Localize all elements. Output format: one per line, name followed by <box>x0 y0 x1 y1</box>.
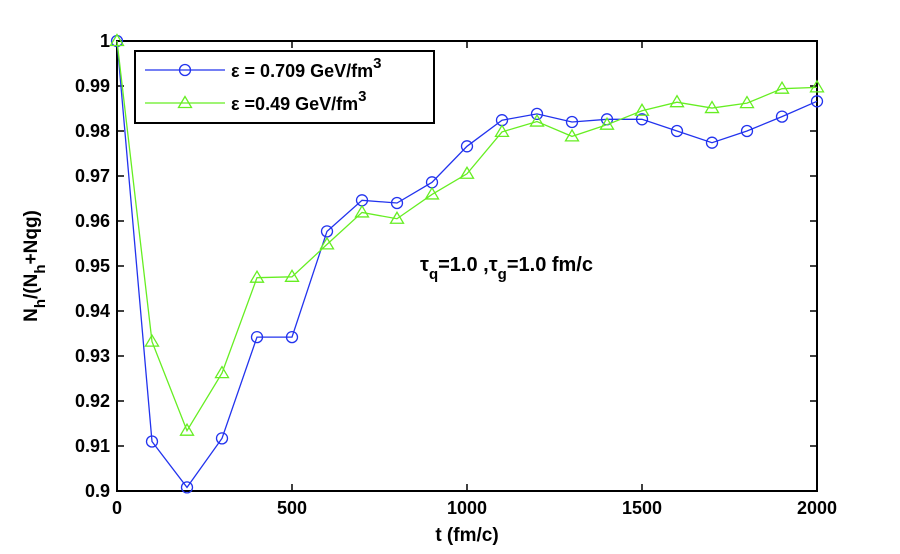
annotation-tau-q: τ <box>420 254 429 276</box>
data-point-triangle <box>284 269 300 282</box>
data-point-circle <box>215 432 229 445</box>
data-point-triangle <box>564 128 580 142</box>
x-tick-label: 1500 <box>622 498 662 518</box>
data-point-triangle <box>459 165 475 179</box>
data-point-circle <box>285 330 299 344</box>
data-point-circle <box>460 140 474 153</box>
y-tick-label: 0.93 <box>75 346 110 366</box>
data-point-triangle <box>214 365 230 379</box>
data-point-triangle <box>669 94 685 108</box>
legend-greek-series-1: ε <box>231 61 240 81</box>
y-tick-label: 0.92 <box>75 391 110 411</box>
data-point-triangle <box>494 124 510 138</box>
legend-sup-series-2: 3 <box>358 88 366 105</box>
data-point-triangle <box>704 100 720 114</box>
x-tick-label: 500 <box>277 498 307 518</box>
y-axis-label: Nh/(Nh+Nqg) <box>21 210 49 322</box>
legend: ε = 0.709 GeV/fm3 ε =0.49 GeV/fm3 <box>134 50 435 124</box>
data-point-triangle <box>739 95 755 109</box>
annotation-tau-g: τ <box>489 254 498 276</box>
legend-marker-series-2 <box>177 95 193 109</box>
y-label-sub-2: h <box>32 264 49 273</box>
series-2 <box>109 33 825 436</box>
y-tick-label: 1 <box>100 31 110 51</box>
x-axis-ticks: 0 500 1000 1500 2000 <box>112 41 837 518</box>
annotation-sub-g: g <box>498 266 507 283</box>
legend-label-series-1: ε = 0.709 GeV/fm3 <box>231 55 381 81</box>
data-point-triangle <box>809 79 825 93</box>
data-point-triangle <box>179 422 195 436</box>
data-point-triangle <box>634 102 650 116</box>
y-tick-label: 0.9 <box>85 481 110 501</box>
data-point-circle <box>145 435 159 448</box>
legend-text-series-1: = 0.709 GeV/fm <box>240 61 374 81</box>
data-point-circle <box>740 124 754 138</box>
legend-sup-series-1: 3 <box>373 55 381 72</box>
legend-marker-series-1 <box>178 63 192 77</box>
data-point-triangle <box>109 33 125 47</box>
y-axis-ticks: 0.9 0.91 0.92 0.93 0.94 0.95 0.96 0.97 0.98 0.99 1 <box>75 31 817 501</box>
data-point-triangle <box>529 113 545 127</box>
data-point-triangle <box>424 186 440 200</box>
y-tick-label: 0.98 <box>75 121 110 141</box>
data-point-circle <box>530 107 544 121</box>
legend-label-series-2: ε =0.49 GeV/fm3 <box>231 88 366 114</box>
y-tick-label: 0.96 <box>75 211 110 231</box>
data-point-triangle <box>599 116 615 130</box>
data-point-circle <box>670 124 684 138</box>
data-point-circle <box>705 136 719 149</box>
data-point-triangle <box>144 333 160 347</box>
data-point-circle <box>775 110 789 123</box>
y-tick-label: 0.97 <box>75 166 110 186</box>
x-tick-label: 0 <box>112 498 122 518</box>
data-point-circle <box>250 330 264 344</box>
y-tick-label: 0.91 <box>75 436 110 456</box>
annotation: τq=1.0 ,τg=1.0 fm/c <box>420 254 593 283</box>
annotation-text-2: =1.0 fm/c <box>507 254 593 276</box>
data-point-circle <box>180 481 194 494</box>
x-axis-label: t (fm/c) <box>435 525 498 546</box>
annotation-sub-q: q <box>429 266 438 283</box>
y-tick-label: 0.99 <box>75 76 110 96</box>
series-line-1 <box>116 40 818 489</box>
y-label-mid: /(N <box>21 274 42 299</box>
data-point-triangle <box>354 204 370 218</box>
y-label-tail: +Nqg) <box>21 210 42 264</box>
legend-greek-series-2: ε <box>231 94 240 114</box>
x-tick-label: 1000 <box>447 498 487 518</box>
y-label-main: N <box>21 308 42 322</box>
annotation-text-1: =1.0 , <box>438 254 489 276</box>
data-point-circle <box>635 113 649 126</box>
data-point-triangle <box>319 236 335 250</box>
data-point-triangle <box>774 80 790 94</box>
data-point-circle <box>810 95 824 108</box>
series-layer <box>109 33 825 494</box>
y-tick-label: 0.94 <box>75 301 110 321</box>
data-point-circle <box>390 196 404 210</box>
data-point-triangle <box>389 210 405 224</box>
x-tick-label: 2000 <box>797 498 837 518</box>
y-label-sub-1: h <box>32 299 49 308</box>
legend-box <box>134 50 435 124</box>
legend-text-series-2: =0.49 GeV/fm <box>240 94 359 114</box>
y-tick-label: 0.95 <box>75 256 110 276</box>
series-line-2 <box>116 40 818 433</box>
data-point-circle <box>565 115 579 129</box>
data-point-triangle <box>249 269 265 283</box>
